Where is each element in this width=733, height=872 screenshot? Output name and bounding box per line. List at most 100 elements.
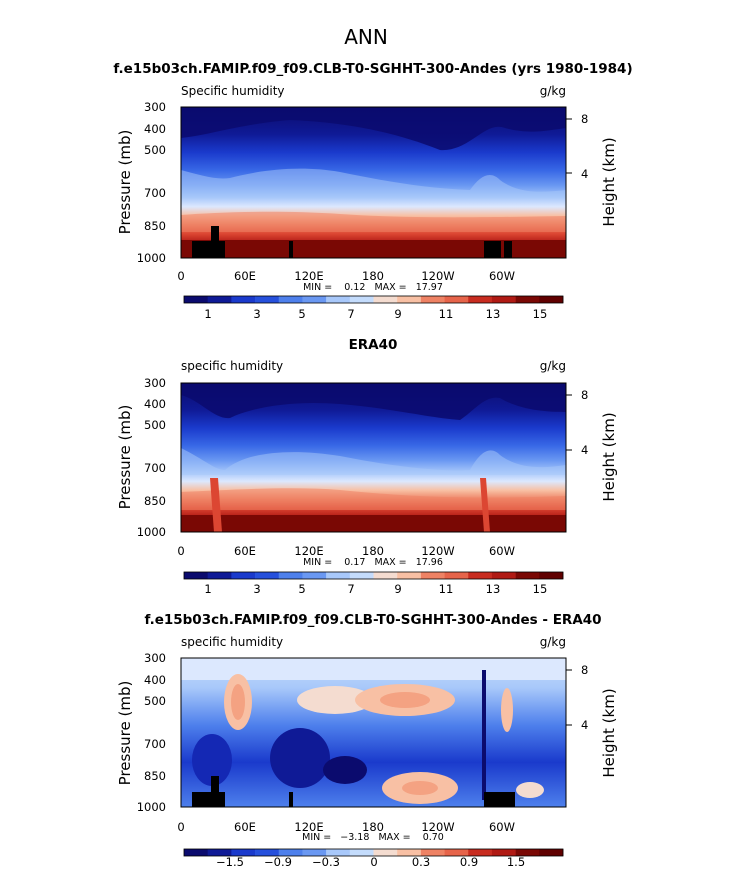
- colorbar-swatch: [444, 572, 469, 579]
- panel-era40: ERA40 specific humidity g/kg Pressure (m…: [116, 337, 618, 596]
- x-tick-label: 120W: [421, 544, 454, 558]
- colorbar-label: 1: [204, 582, 211, 596]
- colorbar-swatch: [491, 572, 516, 579]
- colorbar-swatch: [539, 572, 564, 579]
- colorbar-label: −0.9: [264, 855, 292, 869]
- colorbar-swatch: [420, 849, 445, 856]
- colorbar-label: 0: [370, 855, 377, 869]
- colorbar-swatch: [255, 849, 280, 856]
- colorbar-swatch: [397, 849, 422, 856]
- colorbar-swatch: [207, 849, 232, 856]
- colorbar-swatch: [278, 572, 303, 579]
- panel-units-label: g/kg: [540, 359, 566, 373]
- colorbar-swatch: [326, 849, 351, 856]
- colorbar-swatch: [231, 849, 256, 856]
- colorbar-swatch: [468, 849, 493, 856]
- colorbar-label: −1.5: [216, 855, 244, 869]
- y-tick-label: 700: [144, 461, 166, 475]
- y-tick-label: 700: [144, 186, 166, 200]
- y-tick-label: 1000: [137, 525, 166, 539]
- colorbar-outline: [183, 295, 564, 304]
- colorbar-label: −0.3: [312, 855, 340, 869]
- colorbar-label: 5: [298, 307, 305, 321]
- colorbar-swatch: [302, 572, 327, 579]
- y-tick-label: 500: [144, 694, 166, 708]
- colorbar-labels: 1 3 5 7 9 11 13 15: [204, 307, 547, 321]
- panel-title: f.e15b03ch.FAMIP.f09_f09.CLB-T0-SGHHT-30…: [113, 61, 632, 77]
- x-tick-label: 120E: [294, 269, 323, 283]
- colorbar-swatch: [255, 572, 280, 579]
- colorbar-swatch: [278, 296, 303, 303]
- colorbar-label: 3: [253, 582, 260, 596]
- colorbar-outline: [183, 571, 564, 580]
- x-tick-label: 180: [362, 544, 384, 558]
- x-tick-label: 60E: [234, 820, 256, 834]
- colorbar-swatch: [373, 572, 398, 579]
- colorbar-label: 3: [253, 307, 260, 321]
- colorbar-swatch: [468, 572, 493, 579]
- x-tick-labels: 0 60E 120E 180 120W 60W: [177, 820, 515, 834]
- colorbar-swatch: [231, 296, 256, 303]
- colorbar-swatch: [420, 296, 445, 303]
- x-tick-labels: 0 60E 120E 180 120W 60W: [177, 544, 515, 558]
- y-tick-label: 300: [144, 651, 166, 665]
- colorbar: [183, 295, 564, 304]
- colorbar-swatch: [373, 296, 398, 303]
- x-tick-label: 0: [177, 820, 184, 834]
- colorbar-swatch: [255, 296, 280, 303]
- colorbar-labels: −1.5 −0.9 −0.3 0 0.3 0.9 1.5: [216, 855, 525, 869]
- y-right-tick-label: 8: [581, 663, 588, 677]
- colorbar-label: 11: [439, 307, 454, 321]
- y-right-tick-labels: 8 4: [566, 112, 588, 181]
- y-axis-right-title: Height (km): [600, 688, 618, 777]
- colorbar-label: 15: [533, 307, 548, 321]
- x-tick-label: 0: [177, 269, 184, 283]
- y-right-tick-labels: 8 4: [566, 388, 588, 457]
- colorbar-swatch: [444, 296, 469, 303]
- y-tick-label: 400: [144, 673, 166, 687]
- x-tick-label: 60E: [234, 544, 256, 558]
- y-tick-labels: 300 400 500 700 850 1000: [137, 100, 166, 265]
- x-tick-label: 120W: [421, 820, 454, 834]
- colorbar-swatch: [397, 572, 422, 579]
- colorbar-swatch: [515, 296, 540, 303]
- colorbar-swatch: [539, 296, 564, 303]
- x-tick-label: 120W: [421, 269, 454, 283]
- min-max-stats: MIN = 0.17 MAX = 17.96: [303, 557, 443, 568]
- y-axis-right-title: Height (km): [600, 412, 618, 501]
- panel-title: ERA40: [349, 337, 398, 353]
- x-tick-label: 60E: [234, 269, 256, 283]
- y-tick-label: 850: [144, 769, 166, 783]
- contour-field: [181, 658, 566, 807]
- colorbar-swatch: [207, 572, 232, 579]
- panel-title: f.e15b03ch.FAMIP.f09_f09.CLB-T0-SGHHT-30…: [144, 612, 601, 628]
- colorbar-swatch: [184, 296, 208, 303]
- min-max-stats: MIN = 0.12 MAX = 17.97: [303, 282, 443, 293]
- colorbar-label: 1.5: [507, 855, 525, 869]
- panel-units-label: g/kg: [540, 84, 566, 98]
- y-tick-label: 1000: [137, 251, 166, 265]
- colorbar-label: 13: [486, 582, 501, 596]
- colorbar-label: 5: [298, 582, 305, 596]
- y-tick-labels: 300 400 500 700 850 1000: [137, 376, 166, 539]
- colorbar-swatch: [349, 849, 374, 856]
- colorbar-swatch: [397, 296, 422, 303]
- panel-units-label: g/kg: [540, 635, 566, 649]
- y-tick-label: 300: [144, 100, 166, 114]
- y-axis-title: Pressure (mb): [116, 405, 134, 510]
- y-tick-label: 500: [144, 418, 166, 432]
- colorbar-label: 0.3: [412, 855, 430, 869]
- colorbar: [183, 571, 564, 580]
- colorbar-swatch: [302, 849, 327, 856]
- panel-model: f.e15b03ch.FAMIP.f09_f09.CLB-T0-SGHHT-30…: [113, 61, 632, 321]
- panel-variable-label: specific humidity: [181, 359, 283, 373]
- colorbar-swatch: [349, 296, 374, 303]
- colorbar-swatch: [231, 572, 256, 579]
- y-right-tick-label: 8: [581, 388, 588, 402]
- colorbar-label: 0.9: [460, 855, 478, 869]
- colorbar-swatch: [326, 296, 351, 303]
- min-max-stats: MIN = −3.18 MAX = 0.70: [302, 832, 444, 843]
- colorbar-swatch: [184, 849, 208, 856]
- topography-mask: [192, 776, 515, 807]
